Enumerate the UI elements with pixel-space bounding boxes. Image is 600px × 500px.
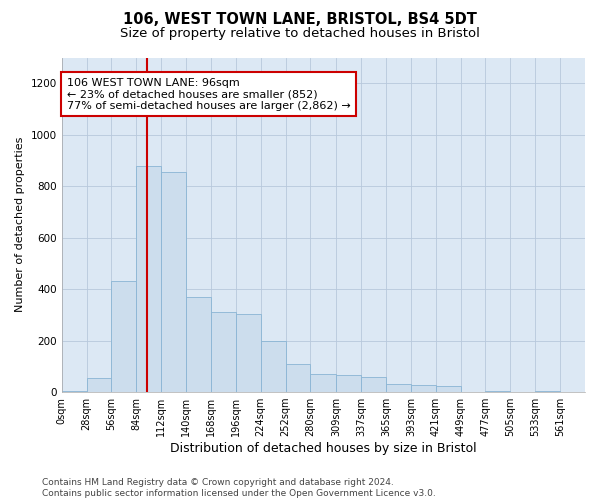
Bar xyxy=(336,376,361,392)
Text: Size of property relative to detached houses in Bristol: Size of property relative to detached ho… xyxy=(120,28,480,40)
X-axis label: Distribution of detached houses by size in Bristol: Distribution of detached houses by size … xyxy=(170,442,476,455)
Bar xyxy=(136,166,161,392)
Bar xyxy=(436,386,461,392)
Bar xyxy=(411,385,436,392)
Bar xyxy=(62,391,86,392)
Text: 106, WEST TOWN LANE, BRISTOL, BS4 5DT: 106, WEST TOWN LANE, BRISTOL, BS4 5DT xyxy=(123,12,477,28)
Bar xyxy=(186,297,211,392)
Text: Contains HM Land Registry data © Crown copyright and database right 2024.
Contai: Contains HM Land Registry data © Crown c… xyxy=(42,478,436,498)
Bar xyxy=(236,314,260,392)
Bar xyxy=(161,172,186,392)
Bar xyxy=(211,312,236,392)
Bar xyxy=(260,340,286,392)
Text: 106 WEST TOWN LANE: 96sqm
← 23% of detached houses are smaller (852)
77% of semi: 106 WEST TOWN LANE: 96sqm ← 23% of detac… xyxy=(67,78,350,111)
Bar xyxy=(112,282,136,392)
Bar xyxy=(386,384,411,392)
Bar xyxy=(286,364,310,392)
Bar xyxy=(310,374,336,392)
Bar xyxy=(361,376,386,392)
Bar xyxy=(86,378,112,392)
Bar xyxy=(485,391,511,392)
Y-axis label: Number of detached properties: Number of detached properties xyxy=(15,137,25,312)
